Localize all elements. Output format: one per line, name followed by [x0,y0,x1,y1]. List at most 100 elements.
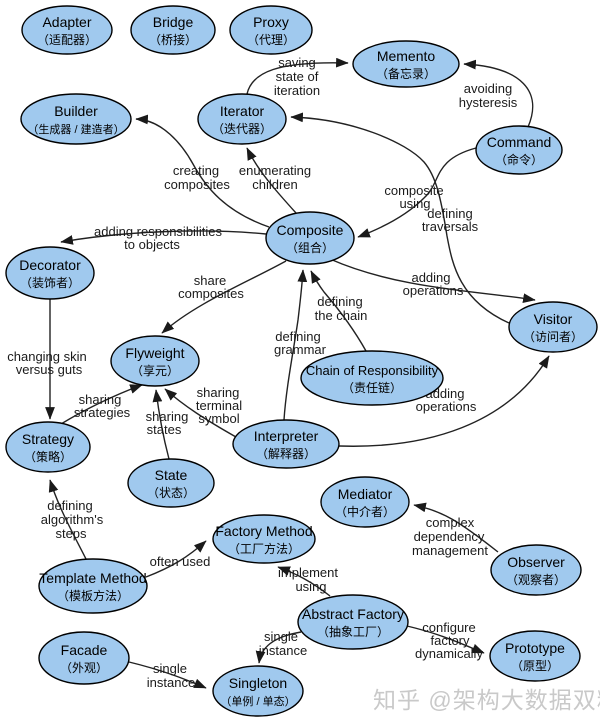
edge-label-line: composites [178,286,244,301]
zhihu-watermark: 知乎 @架构大数据双料架… [373,687,600,713]
node-label-en: Mediator [338,486,393,502]
node-label-en: Adapter [42,14,91,30]
node-ellipse [197,93,287,145]
node-label-en: Flyweight [125,345,184,361]
node-factory-method: Factory Method （工厂方法） [212,514,316,564]
edge-composite-to-visitor [329,258,536,303]
edge-label-line: defining [427,206,473,221]
edge-chain-to-composite [310,270,367,352]
edge-label-line: instance [147,675,195,690]
node-label-zh: （中介者） [335,504,395,519]
edge-observer-to-mediator [413,502,499,553]
node-label-en: Command [487,134,552,150]
node-label-en: State [155,467,188,483]
node-ellipse [127,458,215,508]
edge-label-line: dynamically [415,646,483,661]
edge-composite-to-iterator [246,147,297,214]
node-label-zh: （适配器） [37,33,97,47]
edge-label-line: sharing [146,409,189,424]
node-ellipse [229,5,313,55]
node-label-en: Abstract Factory [302,606,404,622]
edge-label-line: defining [317,294,363,309]
edge-label-line: operations [416,399,477,414]
node-label-en: Observer [507,554,565,570]
node-label-zh: （访问者） [523,330,583,344]
edge-label-line: single [153,661,187,676]
edge-label-line: changing skin [7,349,87,364]
edge-visitor-to-iterator [290,112,510,324]
node-ellipse [352,40,460,88]
node-command: Command （命令） [475,125,563,175]
edge-composite-to-builder [135,114,270,228]
node-ellipse [212,514,316,564]
node-label-zh: （命令） [495,152,543,167]
edge-iterator-to-memento [246,57,349,95]
node-builder: Builder （生成器 / 建造者） [20,93,132,145]
node-visitor: Visitor （访问者） [508,301,598,353]
node-label-en: Chain of Responsibility [306,363,439,378]
edge-label-line: instance [259,643,307,658]
node-template-method: Template Method （模板方法） [38,558,148,614]
edge-label-line: state of [276,69,319,84]
node-abstract-factory: Abstract Factory （抽象工厂） [297,594,409,650]
node-ellipse [489,630,581,682]
node-label-zh: （责任链） [342,380,402,395]
node-ellipse [5,246,95,300]
edge-interpreter-to-composite [283,269,308,421]
edge-abstract-factory-to-factory-method [277,566,331,597]
edge-label-line: symbol [198,411,239,426]
node-label-zh: （原型） [511,659,559,673]
edge-template-method-to-factory-method [145,540,207,578]
node-label-en: Prototype [505,640,565,656]
node-label-zh: （桥接） [149,32,197,47]
node-ellipse [110,335,200,387]
edge-label-line: terminal [196,398,242,413]
node-label-en: Memento [377,48,436,64]
node-label-en: Factory Method [215,523,312,539]
node-ellipse [475,125,563,175]
node-facade: Facade （外观） [38,631,130,685]
node-label-en: Facade [61,642,108,658]
node-label-en: Proxy [253,14,289,30]
node-label-en: Template Method [39,570,146,586]
edge-label-line: sharing [79,392,122,407]
node-chain-of-responsibility: Chain of Responsibility （责任链） [300,350,444,406]
node-ellipse [38,558,148,614]
node-label-zh: （策略） [24,449,72,464]
node-composite: Composite （组合） [265,211,355,265]
node-proxy: Proxy （代理） [229,5,313,55]
node-label-en: Composite [277,222,344,238]
node-label-zh: （观察者） [506,573,566,587]
edge-facade-to-singleton [128,661,207,689]
edge-command-to-composite [357,147,477,238]
edge-label-line: sharing [197,385,240,400]
node-label-zh: （单例 / 单态） [220,694,295,708]
node-label-zh: （工厂方法） [228,541,300,556]
edge-label-line: saving [278,55,316,70]
node-label-en: Visitor [534,311,573,327]
edge-layer [45,57,550,689]
node-state: State （状态） [127,458,215,508]
node-mediator: Mediator （中介者） [320,476,410,528]
edge-label-line: strategies [74,405,131,420]
edge-interpreter-to-flyweight [164,388,237,438]
edge-label-line: enumerating [239,163,311,178]
node-label-zh: （解释器） [256,447,316,461]
node-label-en: Interpreter [254,428,319,444]
node-memento: Memento （备忘录） [352,40,460,88]
node-label-zh: （享元） [131,363,179,378]
edge-interpreter-to-visitor [338,355,550,447]
node-ellipse [20,93,132,145]
node-label-zh: （抽象工厂） [317,625,389,639]
node-ellipse [300,350,444,406]
node-ellipse [320,476,410,528]
edge-label-line: grammar [274,342,327,357]
node-ellipse [232,419,340,469]
edge-command-to-memento [463,59,534,128]
node-label-zh: （组合） [286,240,334,255]
node-label-zh: （备忘录） [376,66,436,81]
edge-label-line: defining [47,498,93,513]
edge-label-line: iteration [274,83,320,98]
